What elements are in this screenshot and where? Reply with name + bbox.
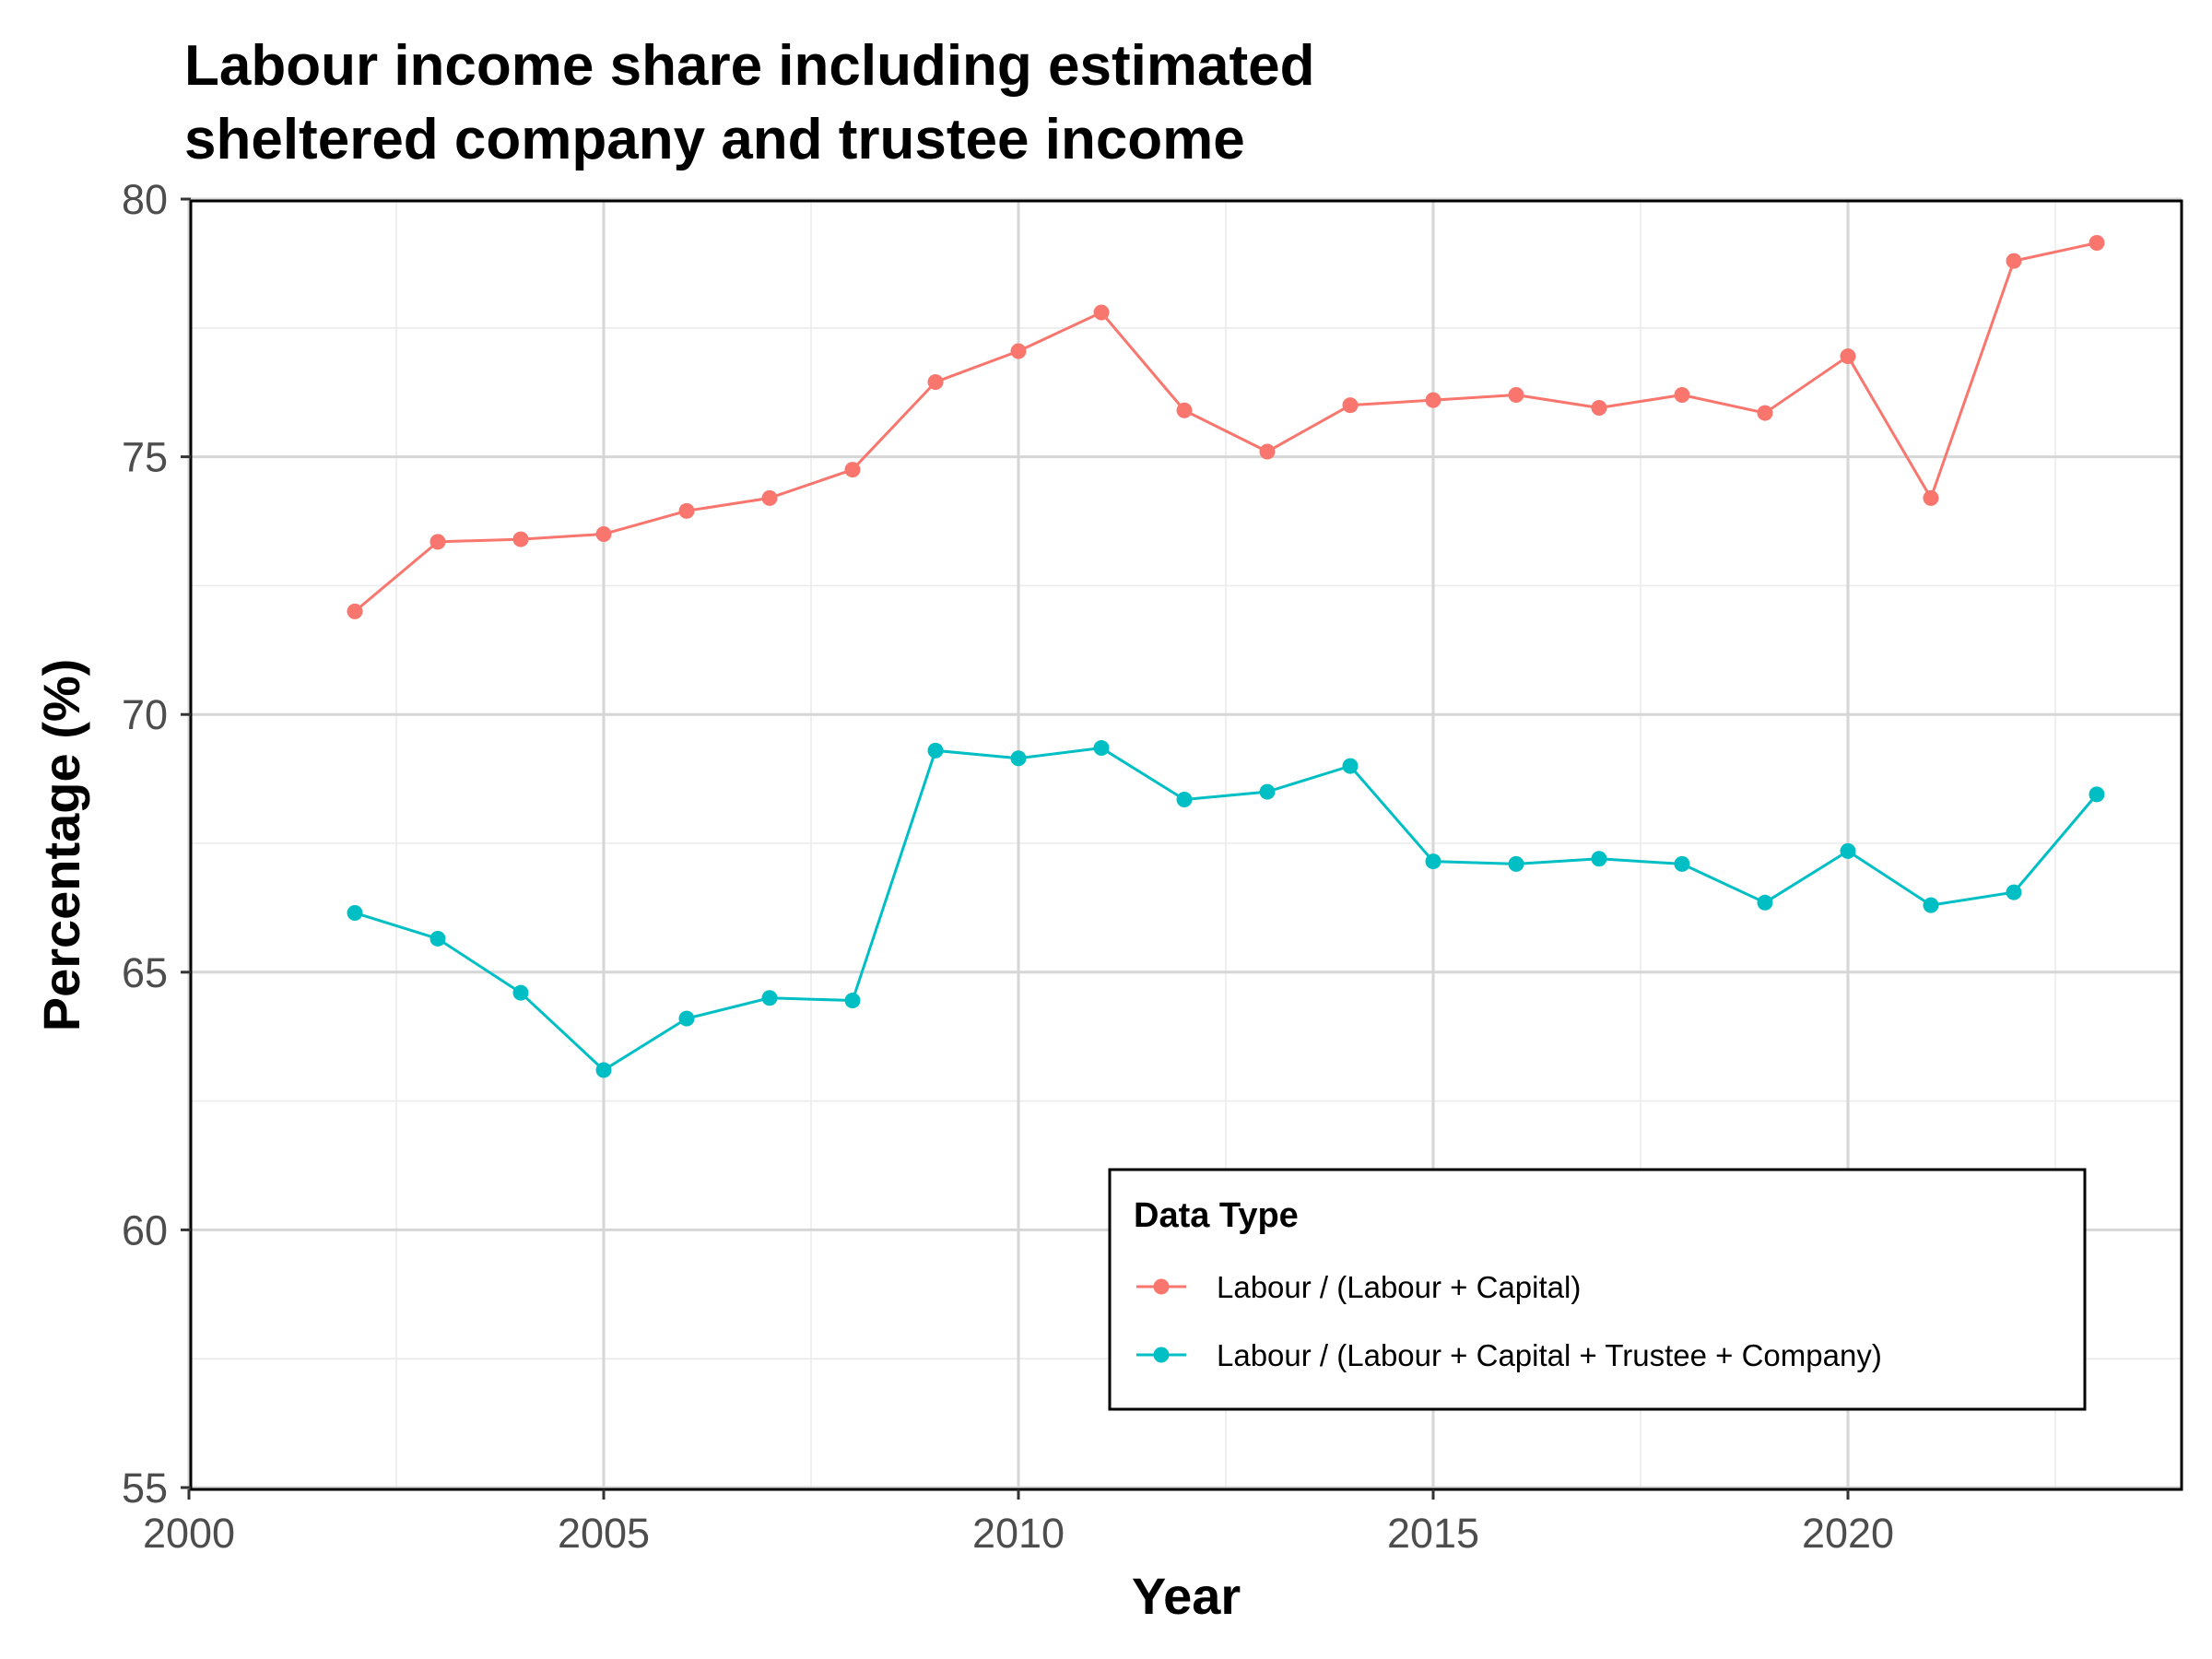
data-point (1508, 855, 1524, 872)
y-tick-label: 70 (122, 691, 168, 738)
data-point (1176, 402, 1193, 418)
data-point (1093, 740, 1110, 757)
data-point (1259, 783, 1276, 800)
data-point (2006, 253, 2022, 269)
x-tick-label: 2015 (1387, 1510, 1479, 1557)
data-point (1674, 855, 1690, 872)
series (347, 235, 2105, 1078)
data-point (927, 374, 944, 391)
data-point (347, 603, 363, 619)
data-point (1923, 897, 1939, 913)
data-point (761, 489, 778, 506)
data-point (1259, 443, 1276, 460)
y-axis-title: Percentage (%) (32, 659, 90, 1032)
legend-label: Labour / (Labour + Capital + Trustee + C… (1217, 1338, 1882, 1372)
x-tick-label: 2020 (1802, 1510, 1894, 1557)
series-1 (347, 235, 2105, 619)
data-point (678, 502, 695, 519)
data-point (1591, 851, 1607, 867)
data-point (1840, 348, 1856, 365)
data-point (595, 1062, 612, 1078)
y-tick-label: 60 (122, 1206, 168, 1253)
data-point (678, 1010, 695, 1027)
plot-border (189, 199, 2183, 1491)
data-point (761, 990, 778, 1006)
data-point (1508, 386, 1524, 403)
data-point (1757, 405, 1773, 421)
data-point (1674, 386, 1690, 403)
data-point (1757, 894, 1773, 911)
legend-title: Data Type (1134, 1196, 1299, 1235)
data-point (2006, 884, 2022, 900)
data-point (1342, 758, 1359, 774)
data-point (512, 531, 529, 547)
data-point (429, 930, 446, 947)
x-tick-label: 2010 (972, 1510, 1065, 1557)
data-point (1923, 489, 1939, 506)
chart-title-line-2: sheltered company and trustee income (184, 108, 1245, 171)
y-tick-label: 75 (122, 434, 168, 481)
data-point (512, 984, 529, 1001)
legend-key-point (1153, 1278, 1170, 1295)
data-point (429, 534, 446, 550)
data-point (1342, 397, 1359, 414)
legend: Data Type Labour / (Labour + Capital) Lab… (1108, 1168, 2087, 1411)
chart-title: Labour income share including estimated … (184, 34, 1314, 171)
y-tick-label: 80 (122, 176, 168, 223)
data-point (1010, 343, 1027, 359)
x-axis-title: Year (1132, 1567, 1241, 1625)
data-point (1093, 304, 1110, 321)
data-point (1010, 750, 1027, 767)
data-point (1176, 791, 1193, 807)
series-2 (347, 740, 2105, 1078)
data-point (1425, 853, 1441, 870)
data-point (1840, 842, 1856, 859)
chart-title-line-1: Labour income share including estimated (184, 34, 1314, 98)
data-point (844, 993, 861, 1009)
series-line (354, 747, 2099, 1072)
legend-key-point (1153, 1347, 1170, 1363)
y-tick-label: 55 (122, 1465, 168, 1512)
x-tick-label: 2000 (143, 1510, 235, 1557)
data-point (2088, 786, 2105, 803)
data-point (1591, 399, 1607, 416)
x-tick-label: 2005 (558, 1510, 650, 1557)
series-line (354, 241, 2098, 613)
data-point (595, 525, 612, 542)
axis-ticks: 2000 2005 2010 2015 2020 55 60 65 70 75 80 (122, 176, 1894, 1557)
data-point (1425, 392, 1441, 408)
data-point (844, 462, 861, 478)
data-point (2088, 235, 2105, 252)
legend-box (1108, 1168, 2087, 1411)
y-tick-label: 65 (122, 949, 168, 996)
legend-item: Labour / (Labour + Capital + Trustee + C… (1136, 1338, 1882, 1372)
legend-label: Labour / (Labour + Capital) (1217, 1270, 1581, 1304)
legend-item: Labour / (Labour + Capital) (1136, 1270, 1581, 1304)
data-point (927, 742, 944, 759)
data-point (347, 904, 363, 921)
